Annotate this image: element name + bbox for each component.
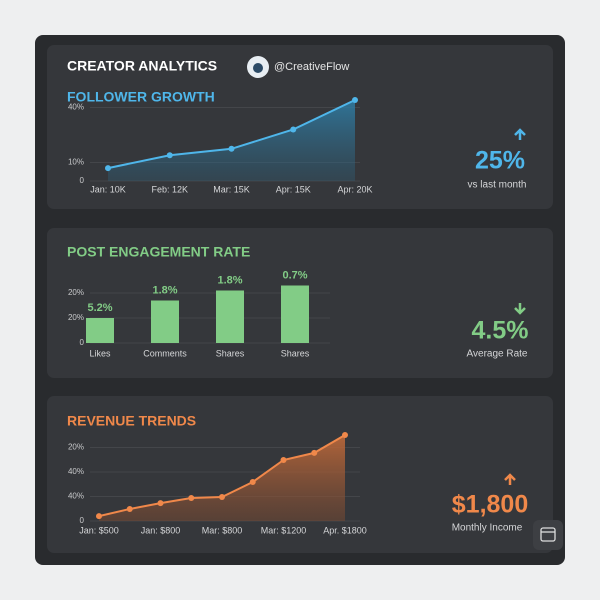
header-title: CREATOR ANALYTICS <box>67 58 217 74</box>
point <box>219 493 225 500</box>
point <box>126 505 133 512</box>
bar <box>151 300 179 343</box>
point <box>280 456 287 463</box>
y-tick-label: 0 <box>80 338 85 347</box>
area <box>108 100 355 181</box>
bar-annotation: 1.8% <box>217 274 242 286</box>
y-tick-label: 10% <box>68 158 84 167</box>
x-tick-label: Likes <box>89 348 111 358</box>
y-tick-label: 0 <box>80 516 85 525</box>
chart-title: REVENUE TRENDS <box>67 413 196 429</box>
x-tick-label: Comments <box>143 348 187 358</box>
x-tick-label: Feb: 12K <box>151 184 188 194</box>
y-tick-label: 40% <box>68 102 84 111</box>
x-tick-label: Mar: $800 <box>202 525 243 535</box>
kpi-value: 4.5% <box>472 317 529 345</box>
y-tick-label: 20% <box>68 288 84 297</box>
x-tick-label: Jan: 10K <box>90 184 126 194</box>
chart-title: POST ENGAGEMENT RATE <box>67 244 250 260</box>
trend-arrow <box>514 128 526 140</box>
x-tick-label: Shares <box>216 348 245 358</box>
bar <box>216 290 244 343</box>
x-tick-label: Mar: $1200 <box>261 525 307 535</box>
y-tick-label: 40% <box>68 467 84 476</box>
x-tick-label: Apr: 15K <box>276 184 311 194</box>
trend-arrow <box>504 473 516 485</box>
trend-arrow <box>514 303 526 315</box>
kpi-label: Average Rate <box>467 349 528 360</box>
point <box>105 165 111 172</box>
x-tick-label: Mar: 15K <box>213 184 250 194</box>
point <box>311 449 318 456</box>
point <box>342 432 348 439</box>
point <box>166 152 173 159</box>
bar-annotation: 0.7% <box>282 269 307 281</box>
kpi-label: vs last month <box>468 180 527 191</box>
avatar-icon <box>253 63 263 73</box>
bar <box>281 285 309 343</box>
bar-annotation: 1.8% <box>152 284 177 296</box>
x-tick-label: Apr. $1800 <box>323 525 367 535</box>
kpi-value: $1,800 <box>452 491 528 519</box>
point <box>157 500 164 507</box>
bar <box>86 318 114 343</box>
point <box>290 126 297 133</box>
x-tick-label: Shares <box>281 348 310 358</box>
point <box>228 145 235 152</box>
chart-title: FOLLOWER GROWTH <box>67 89 215 105</box>
kpi-value: 25% <box>475 147 525 175</box>
y-tick-label: 40% <box>68 492 84 501</box>
calendar-icon <box>540 527 556 542</box>
point <box>96 513 102 520</box>
area <box>99 435 345 521</box>
calendar-button[interactable] <box>533 520 563 550</box>
bar-annotation: 5.2% <box>87 302 112 314</box>
x-tick-label: Jan: $500 <box>79 525 119 535</box>
y-tick-label: 0 <box>80 176 85 185</box>
y-tick-label: 20% <box>68 313 84 322</box>
x-tick-label: Jan: $800 <box>141 525 181 535</box>
y-tick-label: 20% <box>68 443 84 452</box>
kpi-label: Monthly Income <box>452 523 523 534</box>
point <box>188 494 195 501</box>
point <box>249 479 256 486</box>
x-tick-label: Apr: 20K <box>337 184 372 194</box>
handle: @CreativeFlow <box>274 61 349 73</box>
point <box>352 97 358 103</box>
